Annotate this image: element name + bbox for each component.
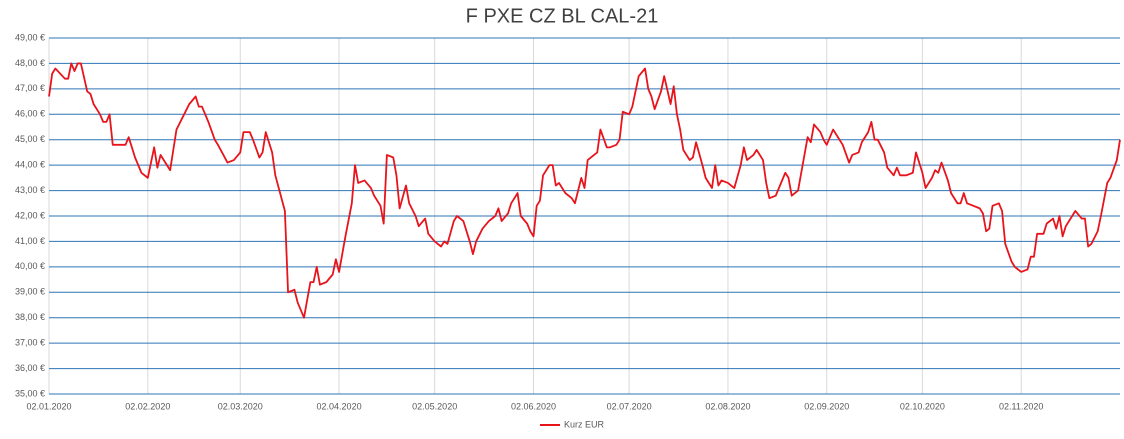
y-tick-label: 40,00 € xyxy=(15,261,45,271)
y-tick-label: 39,00 € xyxy=(15,287,45,297)
x-tick-label: 02.08.2020 xyxy=(705,401,750,411)
y-tick-label: 38,00 € xyxy=(15,312,45,322)
y-tick-label: 45,00 € xyxy=(15,134,45,144)
y-tick-label: 46,00 € xyxy=(15,109,45,119)
legend-label: Kurz EUR xyxy=(564,419,605,429)
x-tick-label: 02.03.2020 xyxy=(218,401,263,411)
x-tick-label: 02.11.2020 xyxy=(999,401,1043,411)
y-tick-label: 37,00 € xyxy=(15,338,45,348)
x-tick-label: 02.07.2020 xyxy=(607,401,652,411)
y-tick-label: 48,00 € xyxy=(15,58,45,68)
x-tick-label: 02.09.2020 xyxy=(804,401,849,411)
chart-title: F PXE CZ BL CAL-21 xyxy=(466,5,659,27)
x-tick-label: 02.05.2020 xyxy=(412,401,457,411)
y-tick-label: 35,00 € xyxy=(15,388,45,398)
y-tick-label: 36,00 € xyxy=(15,363,45,373)
y-tick-label: 44,00 € xyxy=(15,160,45,170)
x-tick-label: 02.01.2020 xyxy=(26,401,71,411)
y-tick-label: 42,00 € xyxy=(15,210,45,220)
y-tick-label: 47,00 € xyxy=(15,83,45,93)
y-tick-label: 41,00 € xyxy=(15,236,45,246)
x-tick-label: 02.10.2020 xyxy=(900,401,945,411)
y-tick-label: 49,00 € xyxy=(15,32,45,42)
data-line xyxy=(48,62,1121,319)
x-tick-label: 02.02.2020 xyxy=(125,401,170,411)
y-tick-label: 43,00 € xyxy=(15,185,45,195)
x-tick-label: 02.04.2020 xyxy=(317,401,362,411)
x-tick-label: 02.06.2020 xyxy=(511,401,556,411)
